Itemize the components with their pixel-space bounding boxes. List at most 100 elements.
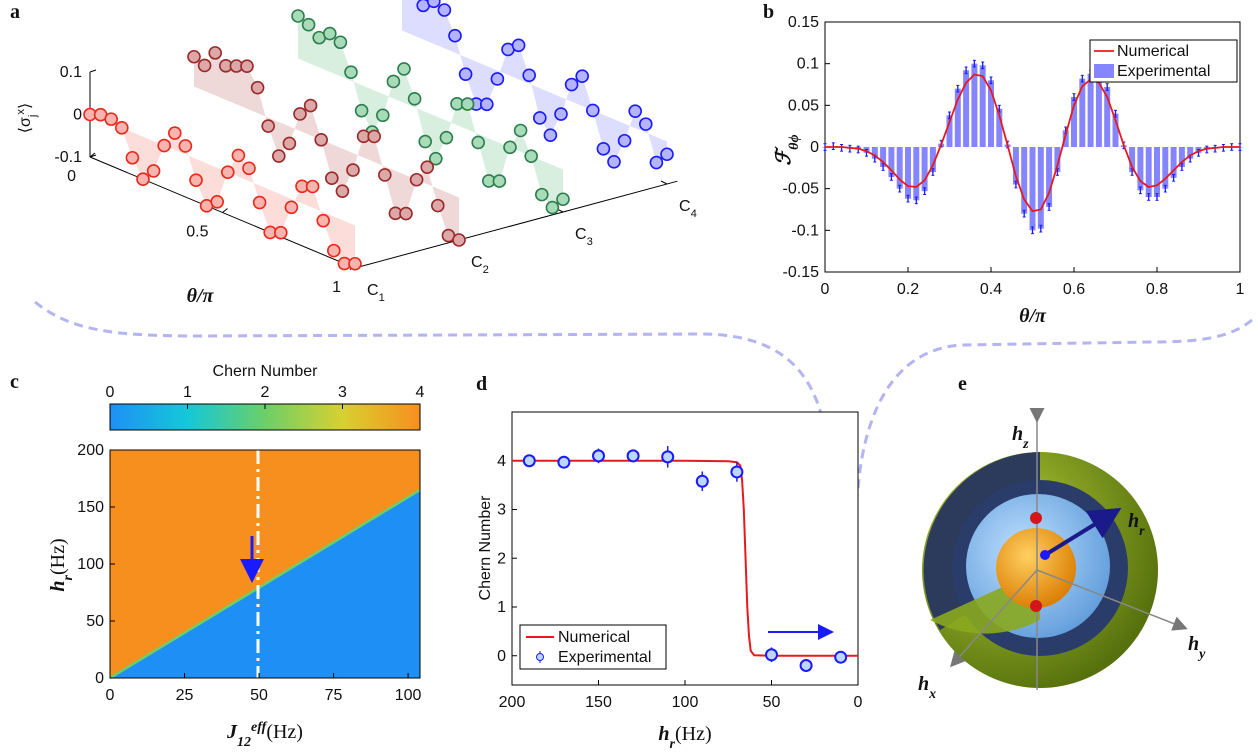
data-point xyxy=(136,172,150,186)
data-point xyxy=(377,168,392,182)
data-point xyxy=(522,454,536,468)
shading xyxy=(194,52,459,240)
data-point xyxy=(522,68,537,83)
line xyxy=(512,459,858,657)
panel-label: b xyxy=(763,1,774,23)
x-tick-label: 150 xyxy=(585,694,612,711)
x-tick xyxy=(89,152,96,158)
bar xyxy=(1071,97,1077,147)
colorbar xyxy=(109,403,421,431)
data-point xyxy=(386,74,401,89)
line xyxy=(825,73,1240,213)
bar xyxy=(1154,147,1160,197)
data-point xyxy=(210,194,224,209)
bar xyxy=(888,147,895,177)
x-tick-label: 0.5 xyxy=(186,224,208,241)
data-point xyxy=(348,256,362,271)
label-part: h xyxy=(1188,633,1199,655)
label-part: 3 xyxy=(587,236,593,248)
data-point xyxy=(291,9,305,23)
x-tick-label: 50 xyxy=(250,687,268,704)
data-point xyxy=(187,49,201,64)
panel-label: e xyxy=(958,373,967,395)
x-axis-label: θ/π xyxy=(187,285,215,307)
legend-label: Numerical xyxy=(1117,43,1189,60)
data-point xyxy=(284,200,299,215)
data-point xyxy=(638,117,653,131)
data-point xyxy=(125,150,140,165)
label-part: j xyxy=(27,115,39,119)
label-part: θϕ xyxy=(787,134,802,149)
data-point xyxy=(242,161,256,176)
data-point xyxy=(448,28,462,43)
x-tick-label: 0.4 xyxy=(980,281,1002,298)
bar xyxy=(1162,147,1169,189)
label-part: ℱ xyxy=(773,146,795,166)
data-point xyxy=(557,455,571,469)
legend-label: Experimental xyxy=(1117,63,1210,80)
x-tick-label: 100 xyxy=(395,687,422,704)
hr-origin xyxy=(1040,550,1050,560)
y-tick-label: -0.1 xyxy=(791,222,819,239)
panel-label: c xyxy=(10,371,19,393)
y-tick-label: -0.05 xyxy=(783,181,820,198)
y-tick-label: 0 xyxy=(95,670,104,687)
data-point xyxy=(314,132,329,147)
bar xyxy=(1079,78,1086,147)
shading xyxy=(90,114,355,264)
x-tick-label: 1 xyxy=(1236,281,1245,298)
data-point xyxy=(492,174,507,188)
axis-label: hz xyxy=(1012,423,1029,452)
x-tick-label: 0.6 xyxy=(1063,281,1085,298)
bar xyxy=(1112,113,1119,147)
data-point xyxy=(490,72,505,86)
data-point xyxy=(303,98,318,113)
x-tick-label: 0 xyxy=(106,687,115,704)
x-tick-label: 25 xyxy=(176,687,194,704)
bar xyxy=(1170,147,1177,178)
bar xyxy=(1087,73,1094,147)
legend-box xyxy=(1089,39,1238,83)
data-point xyxy=(765,648,778,662)
bar xyxy=(921,147,928,192)
data-point xyxy=(397,62,411,76)
data-point xyxy=(344,65,358,79)
y-tick-label: 50 xyxy=(86,613,104,630)
core xyxy=(996,528,1076,608)
label-part: C xyxy=(575,226,587,243)
data-point xyxy=(532,111,547,125)
label-part: h xyxy=(658,723,669,745)
axis-label: hy xyxy=(1188,633,1206,662)
shading xyxy=(402,0,667,163)
legend-box xyxy=(519,624,667,670)
data-point xyxy=(221,165,235,180)
panel-label: d xyxy=(476,373,487,395)
data-point xyxy=(730,465,744,479)
data-point xyxy=(439,130,454,145)
data-point xyxy=(316,213,331,228)
x-tick-label: 0.8 xyxy=(1146,281,1168,298)
z-tick-label: 0 xyxy=(73,107,82,124)
category-label: C3 xyxy=(575,226,593,248)
x-tick-label: 1 xyxy=(332,279,341,296)
data-point xyxy=(660,147,674,162)
z-tick-label: -0.1 xyxy=(54,149,82,166)
data-point xyxy=(375,108,390,123)
data-point xyxy=(479,97,494,112)
label-part: C xyxy=(679,198,691,215)
y-tick-label: 0.15 xyxy=(788,14,819,31)
x-tick-label: 0 xyxy=(821,281,830,298)
data-point xyxy=(301,17,316,32)
label-part: 12 xyxy=(237,735,251,750)
label-part: 2 xyxy=(483,264,489,276)
label-part: 4 xyxy=(691,208,697,220)
hr-arrow xyxy=(1043,507,1122,557)
bar xyxy=(1021,147,1028,214)
data-point xyxy=(407,92,422,106)
label-part: (Hz) xyxy=(675,723,712,745)
data-point xyxy=(428,151,443,166)
data-point xyxy=(695,474,709,488)
data-point xyxy=(322,26,337,41)
x-axis-label: hr(Hz) xyxy=(658,723,711,752)
